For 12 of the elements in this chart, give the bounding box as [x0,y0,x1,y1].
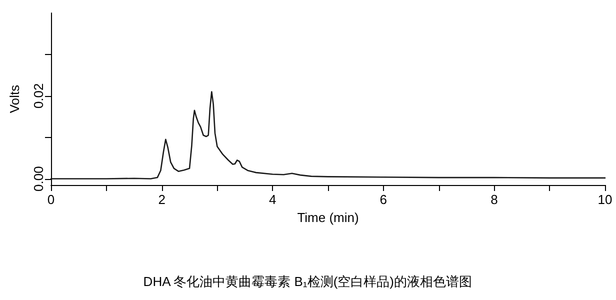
line-series [50,91,606,180]
x-tick-label: 2 [158,192,166,207]
x-axis-title: Time (min) [297,210,359,225]
y-tick-label: 0.00 [31,166,46,192]
x-tick-label: 0 [47,192,55,207]
x-tick-label: 4 [268,192,276,207]
x-tick-label: 10 [598,192,612,207]
x-tick-label: 6 [380,192,388,207]
y-axis-title: Volts [7,84,22,114]
x-tick-label: 8 [490,192,498,207]
text: DHA 冬化油中黄曲霉毒素 B₁检测(空白样品)的液相色谱图 [143,274,472,289]
y-tick-label: 0.02 [31,83,46,109]
